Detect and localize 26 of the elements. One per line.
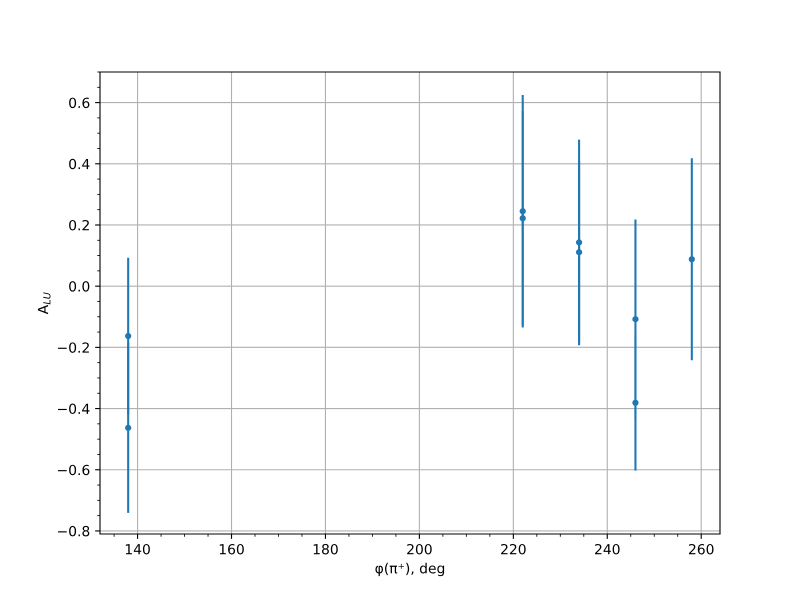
y-tick-label: 0.6 xyxy=(69,98,90,108)
y-tick-label: −0.2 xyxy=(58,342,89,353)
y-tick-label: −0.6 xyxy=(58,464,90,476)
x-tick-label: 200 xyxy=(407,544,432,554)
x-tick-label: 160 xyxy=(220,544,244,554)
x-axis-title: φ(π⁺), deg xyxy=(375,562,444,576)
point xyxy=(576,239,582,246)
x-tick-label: 260 xyxy=(688,544,714,554)
point xyxy=(125,332,132,340)
y-axis-title: A$_{LU}$ xyxy=(38,292,51,314)
y-tick-label: −0.4 xyxy=(58,404,90,414)
point xyxy=(520,215,526,222)
point xyxy=(632,316,639,322)
point xyxy=(632,400,639,406)
x-tick-label: 140 xyxy=(126,544,150,554)
point xyxy=(576,249,582,256)
x-tick-label: 220 xyxy=(501,544,526,554)
x-tick-label: 180 xyxy=(314,544,338,554)
point xyxy=(125,424,132,431)
x-tick-label: 240 xyxy=(595,544,620,554)
point xyxy=(688,256,695,262)
y-tick-label: 0.0 xyxy=(69,281,90,292)
point xyxy=(520,208,526,214)
y-tick-label: 0.2 xyxy=(69,220,89,230)
y-tick-label: 0.4 xyxy=(69,158,90,170)
y-tick-label: −0.8 xyxy=(58,526,90,536)
